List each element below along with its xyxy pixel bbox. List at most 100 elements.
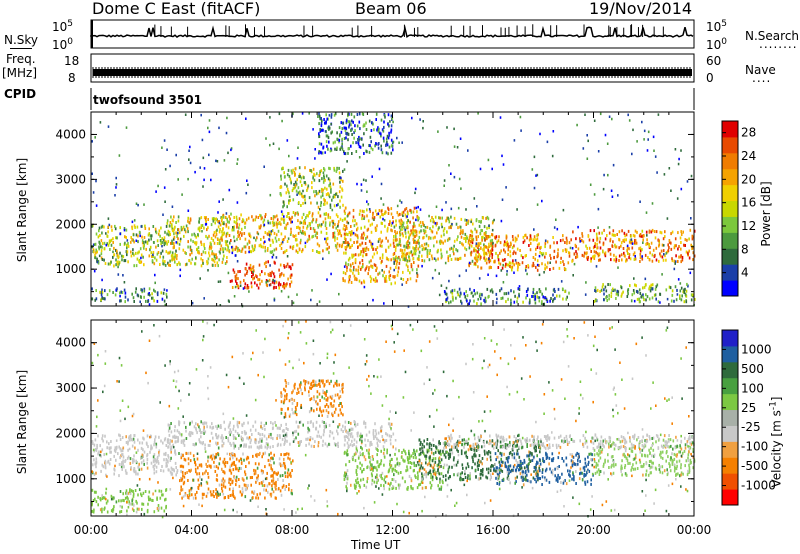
- power-cell: [329, 203, 332, 207]
- power-cell: [331, 219, 334, 223]
- power-noise-cell: [411, 116, 413, 120]
- power-noise-cell: [107, 125, 110, 128]
- power-cell: [576, 255, 579, 259]
- power-colorbar-segment: [722, 200, 738, 217]
- power-cell: [269, 283, 272, 287]
- power-cell: [604, 254, 607, 258]
- power-noise-cell: [98, 254, 101, 258]
- power-cell: [273, 281, 276, 285]
- velocity-cell: [283, 457, 285, 461]
- power-cell: [390, 258, 392, 262]
- velocity-cell: [195, 427, 197, 430]
- power-colorbar-segment: [722, 264, 738, 281]
- power-cell: [339, 147, 341, 151]
- power-cell: [505, 235, 508, 239]
- power-cell: [169, 259, 171, 263]
- velocity-cell: [118, 499, 120, 503]
- power-cell: [273, 285, 275, 289]
- power-cell: [103, 258, 105, 262]
- velocity-cell: [256, 466, 259, 470]
- velocity-cell: [217, 492, 219, 496]
- power-cell: [252, 272, 254, 276]
- power-cell: [682, 230, 684, 234]
- velocity-cell: [200, 464, 203, 468]
- power-cell: [438, 226, 440, 230]
- power-cell: [482, 216, 484, 220]
- velocity-cell: [160, 439, 162, 443]
- power-y-tick-label: 1000: [55, 262, 86, 276]
- velocity-cell: [270, 492, 273, 496]
- power-cell: [387, 258, 390, 262]
- power-cell: [95, 289, 97, 292]
- power-cell: [370, 140, 372, 144]
- power-noise-cell: [392, 120, 394, 124]
- power-cell: [509, 241, 512, 245]
- power-cell: [376, 212, 378, 216]
- velocity-cell: [121, 467, 123, 471]
- power-cell: [405, 256, 407, 260]
- power-cell: [126, 253, 128, 257]
- power-cell: [288, 217, 291, 221]
- power-cell: [174, 255, 176, 259]
- power-cell: [390, 130, 392, 134]
- power-cell: [284, 175, 286, 179]
- power-cell: [616, 233, 618, 236]
- velocity-cell: [102, 496, 105, 500]
- velocity-cell: [268, 435, 270, 439]
- power-cell: [445, 300, 447, 304]
- velocity-cell: [325, 392, 327, 396]
- power-cell: [417, 216, 419, 220]
- velocity-cell: [338, 396, 340, 400]
- power-cell: [418, 241, 420, 245]
- power-cell: [292, 211, 295, 214]
- power-cell: [583, 254, 585, 258]
- velocity-cell: [291, 401, 294, 405]
- power-noise-cell: [538, 296, 541, 299]
- velocity-cell: [133, 454, 135, 458]
- velocity-cell: [190, 468, 192, 472]
- velocity-cell: [317, 402, 319, 406]
- velocity-cell: [165, 458, 168, 461]
- power-cell: [206, 260, 208, 264]
- power-cell: [354, 124, 356, 128]
- power-cell: [615, 297, 617, 300]
- velocity-cell: [141, 441, 144, 445]
- velocity-cell: [259, 492, 261, 496]
- power-cell: [171, 251, 174, 255]
- velocity-cell: [235, 483, 237, 487]
- velocity-cell: [236, 423, 239, 427]
- velocity-cell: [326, 389, 328, 393]
- power-cell: [359, 261, 361, 265]
- velocity-cell: [105, 491, 107, 495]
- power-noise-cell: [599, 112, 602, 116]
- velocity-cell: [216, 426, 218, 430]
- power-cell: [394, 232, 397, 236]
- power-noise-cell: [318, 300, 321, 303]
- power-cell: [283, 286, 286, 290]
- power-noise-cell: [520, 129, 522, 132]
- velocity-cell: [313, 409, 315, 413]
- power-cell: [239, 270, 241, 273]
- power-noise-cell: [225, 212, 228, 215]
- velocity-cell: [315, 402, 318, 406]
- power-cell: [664, 235, 666, 239]
- nsky-frame: [90, 19, 695, 49]
- power-cell: [444, 239, 446, 243]
- power-cell: [337, 195, 339, 199]
- power-cell: [514, 294, 516, 298]
- power-cell: [250, 281, 253, 285]
- power-cell: [164, 240, 166, 244]
- power-noise-cell: [400, 201, 403, 204]
- power-cell: [471, 241, 474, 245]
- power-cell: [511, 246, 514, 250]
- power-cell: [384, 115, 386, 119]
- power-cell: [413, 249, 416, 252]
- power-cell: [458, 257, 461, 261]
- power-noise-cell: [311, 289, 313, 292]
- power-cell: [147, 233, 150, 237]
- power-cell: [309, 227, 312, 230]
- power-noise-cell: [228, 188, 231, 192]
- power-cell: [143, 295, 145, 299]
- power-noise-cell: [208, 153, 210, 157]
- power-cell: [694, 298, 696, 301]
